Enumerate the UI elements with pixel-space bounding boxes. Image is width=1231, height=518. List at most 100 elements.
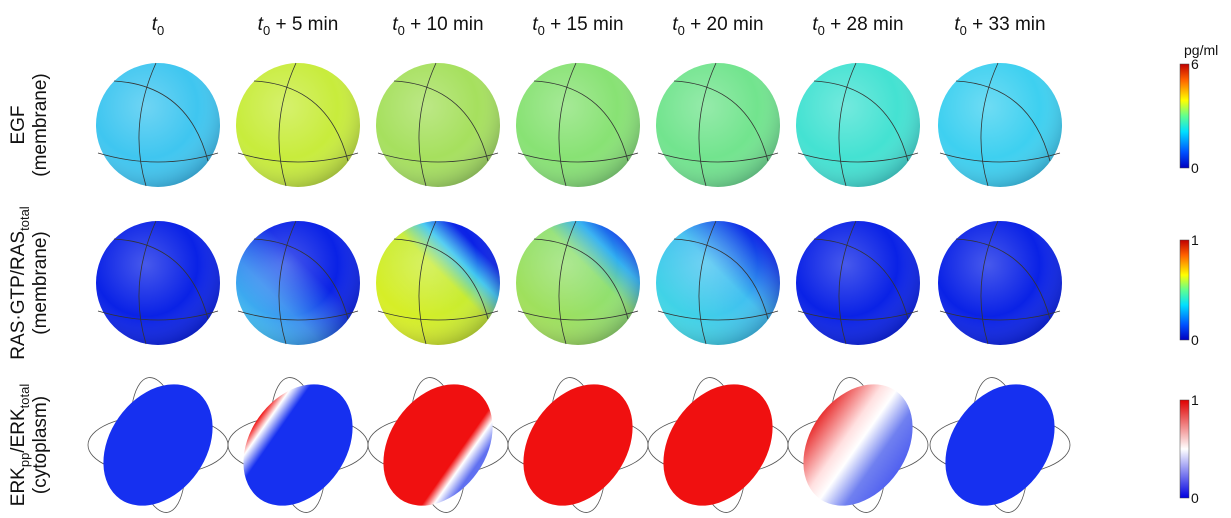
colorbar-min: 0 <box>1191 332 1199 348</box>
cross-section <box>523 384 633 506</box>
time-offset: + 10 min <box>405 14 484 35</box>
sphere-shading <box>796 221 920 345</box>
grid-line <box>138 220 157 345</box>
grid-line <box>558 62 577 187</box>
grid-line <box>797 152 919 163</box>
time-offset: + 20 min <box>685 14 764 35</box>
grid-line <box>698 220 717 345</box>
colorbar-min: 0 <box>1191 160 1199 176</box>
colorbar-max: 6 <box>1191 56 1199 72</box>
time-symbol: t <box>532 14 538 35</box>
min-text: 0 <box>1191 160 1199 176</box>
colorbar <box>1179 399 1190 499</box>
row-label: EGF <box>8 105 29 144</box>
sphere-shading <box>236 221 360 345</box>
sphere-shading <box>96 63 220 187</box>
colorbar-min: 0 <box>1191 490 1199 506</box>
colorbar-max: 1 <box>1191 232 1199 248</box>
colorbar <box>1179 63 1190 169</box>
grid-line <box>673 238 769 320</box>
column-header: t0 + 15 min <box>532 14 623 38</box>
grid-line <box>673 80 769 162</box>
grid-line <box>838 62 857 187</box>
sphere-shading <box>96 221 220 345</box>
grid-line <box>533 80 629 162</box>
grid-line <box>237 152 359 163</box>
sphere-shading <box>938 221 1062 345</box>
grid-line <box>813 238 909 320</box>
grid-line <box>113 80 209 162</box>
time-symbol: t <box>152 14 158 35</box>
grid-line <box>393 80 489 162</box>
min-text: 0 <box>1191 332 1199 348</box>
column-header: t0 <box>152 14 165 38</box>
grid-line <box>377 152 499 163</box>
min-text: 0 <box>1191 490 1199 506</box>
max-text: 1 <box>1191 232 1199 248</box>
cross-section <box>663 384 773 506</box>
cross-section <box>103 384 213 506</box>
cross-section <box>945 384 1055 506</box>
max-text: 1 <box>1191 392 1199 408</box>
time-symbol: t <box>258 14 264 35</box>
row-sublabel: (cytoplasm) <box>30 396 51 494</box>
time-subscript: 0 <box>678 23 685 38</box>
column-header: t0 + 5 min <box>258 14 339 38</box>
time-subscript: 0 <box>398 23 405 38</box>
time-symbol: t <box>672 14 678 35</box>
sublabel-text: (membrane) <box>30 231 51 334</box>
sphere-shading <box>656 221 780 345</box>
cross-section <box>243 384 353 506</box>
row-label: RAS·GTP/RAStotal <box>8 206 32 359</box>
grid-line <box>955 80 1051 162</box>
grid-line <box>980 220 999 345</box>
grid-line <box>253 238 349 320</box>
time-subscript: 0 <box>960 23 967 38</box>
label-subscript: total <box>17 206 32 231</box>
sphere-shading <box>656 63 780 187</box>
grid-line <box>138 62 157 187</box>
label-text: ERK <box>8 467 29 506</box>
sphere-shading <box>796 63 920 187</box>
column-header: t0 + 20 min <box>672 14 763 38</box>
grid-line <box>113 238 209 320</box>
time-offset: + 5 min <box>270 14 338 35</box>
time-symbol: t <box>812 14 818 35</box>
time-offset: + 33 min <box>967 14 1046 35</box>
sphere-shading <box>516 63 640 187</box>
sphere-shading <box>938 63 1062 187</box>
colorbar-unit: pg/ml <box>1184 42 1218 58</box>
grid-line <box>278 62 297 187</box>
column-header: t0 + 33 min <box>954 14 1045 38</box>
grid-line <box>698 62 717 187</box>
grid-line <box>939 310 1061 321</box>
grid-line <box>97 152 219 163</box>
sphere-shading <box>516 221 640 345</box>
sphere-shading <box>376 221 500 345</box>
label-subscript: pp <box>17 453 32 467</box>
label-text: /ERK <box>8 408 29 453</box>
column-header: t0 + 10 min <box>392 14 483 38</box>
grid-line <box>939 152 1061 163</box>
row-label: ERKpp/ERKtotal <box>8 384 32 507</box>
time-subscript: 0 <box>157 23 164 38</box>
sphere-shading <box>236 63 360 187</box>
grid-line <box>278 220 297 345</box>
cross-section <box>803 384 913 506</box>
time-offset: + 15 min <box>545 14 624 35</box>
column-header: t0 + 28 min <box>812 14 903 38</box>
colorbar <box>1179 239 1190 341</box>
time-subscript: 0 <box>818 23 825 38</box>
row-sublabel: (membrane) <box>30 231 51 334</box>
cross-section <box>383 384 493 506</box>
sublabel-text: (membrane) <box>30 73 51 176</box>
grid-line <box>558 220 577 345</box>
time-subscript: 0 <box>538 23 545 38</box>
grid-line <box>517 310 639 321</box>
grid-line <box>418 220 437 345</box>
sphere-shading <box>376 63 500 187</box>
grid-line <box>253 80 349 162</box>
time-offset: + 28 min <box>825 14 904 35</box>
sublabel-text: (cytoplasm) <box>30 396 51 494</box>
